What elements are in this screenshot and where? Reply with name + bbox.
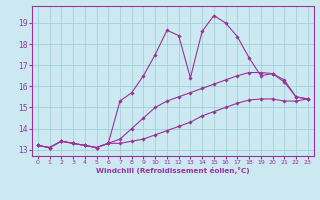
X-axis label: Windchill (Refroidissement éolien,°C): Windchill (Refroidissement éolien,°C) xyxy=(96,167,250,174)
